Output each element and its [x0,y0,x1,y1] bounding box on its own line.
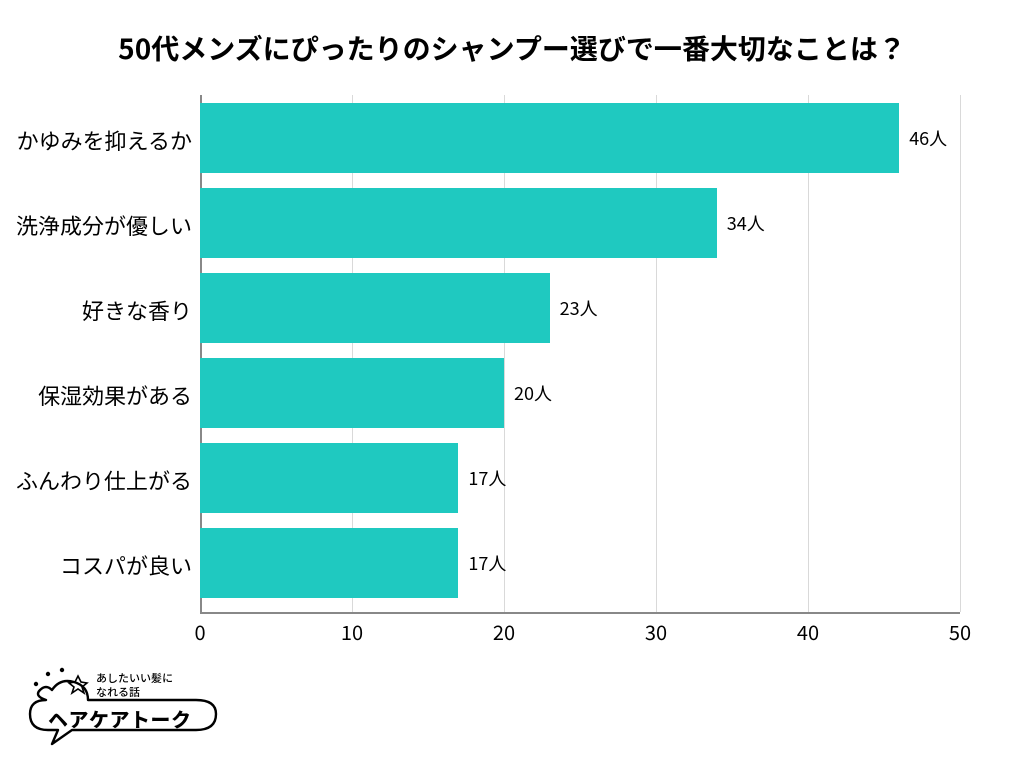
category-label: かゆみを抑えるか [0,124,192,156]
x-tick-label: 40 [797,617,819,646]
gridline [960,95,961,612]
bar-row: 23人 [200,273,598,343]
bar-row: 46人 [200,103,947,173]
bar-value-label: 17人 [468,550,506,576]
logo-tagline: あしたいい髪に なれる話 [96,672,173,700]
logo-brand-name: ヘアケアトーク [48,704,192,733]
x-axis [200,612,960,614]
category-label: 洗浄成分が優しい [0,209,192,241]
category-label: コスパが良い [0,549,192,581]
x-tick-label: 10 [341,617,363,646]
bar-row: 17人 [200,443,506,513]
bar-value-label: 17人 [468,465,506,491]
x-tick-label: 20 [493,617,515,646]
brand-logo: あしたいい髪に なれる話 ヘアケアトーク [18,662,238,750]
bar-value-label: 34人 [727,210,765,236]
category-label: 好きな香り [0,294,192,326]
bar-value-label: 23人 [560,295,598,321]
x-tick-label: 30 [645,617,667,646]
bar-value-label: 20人 [514,380,552,406]
bar [200,528,458,598]
category-label: ふんわり仕上がる [0,464,192,496]
bar [200,103,899,173]
chart-plot-area: 0102030405046人34人23人20人17人17人 [200,95,960,640]
bar-row: 34人 [200,188,765,258]
x-tick-label: 0 [194,617,205,646]
bar-row: 20人 [200,358,552,428]
bar-value-label: 46人 [909,125,947,151]
bar-row: 17人 [200,528,506,598]
bar [200,188,717,258]
x-tick-label: 50 [949,617,971,646]
chart-title: 50代メンズにぴったりのシャンプー選びで一番大切なことは？ [0,0,1024,68]
category-label: 保湿効果がある [0,379,192,411]
bar [200,358,504,428]
bar [200,273,550,343]
bar [200,443,458,513]
